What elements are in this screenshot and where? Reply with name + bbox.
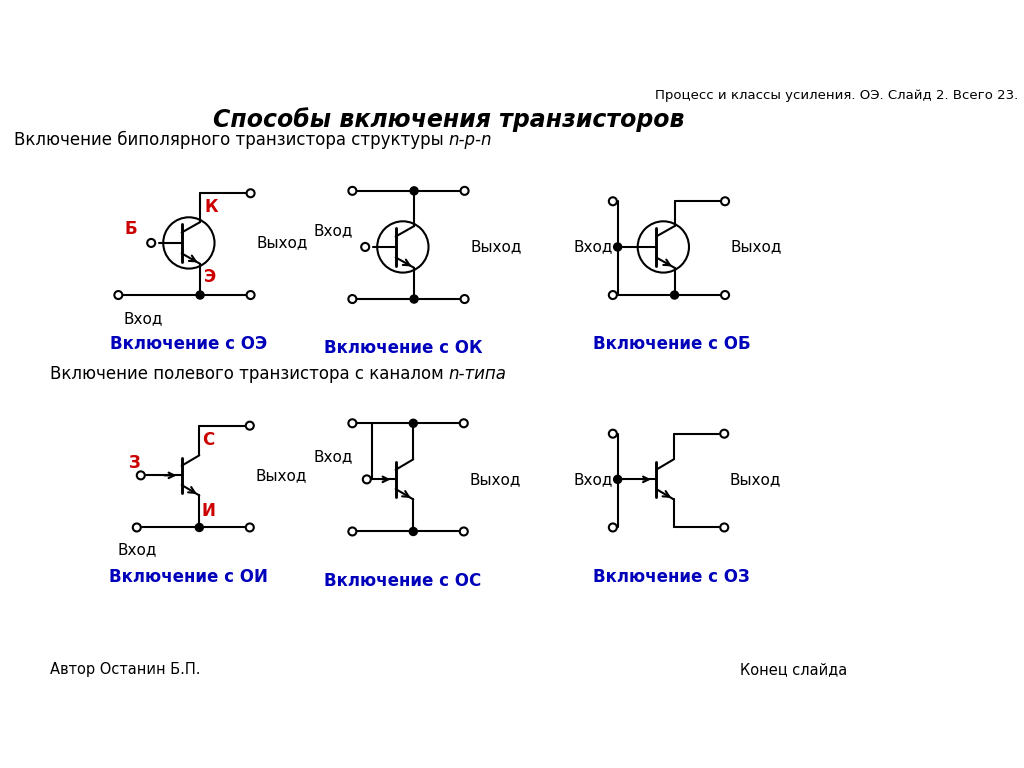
Circle shape <box>133 524 140 531</box>
Text: Процесс и классы усиления. ОЭ. Слайд 2. Всего 23.: Процесс и классы усиления. ОЭ. Слайд 2. … <box>655 89 1019 102</box>
Text: Вход: Вход <box>313 223 352 238</box>
Text: Вход: Вход <box>313 449 352 465</box>
Circle shape <box>721 291 729 299</box>
Circle shape <box>609 291 616 299</box>
Circle shape <box>247 291 255 299</box>
Text: Включение полевого транзистора с каналом: Включение полевого транзистора с каналом <box>49 365 449 382</box>
Circle shape <box>461 187 469 195</box>
Text: Выход: Выход <box>731 240 782 254</box>
Circle shape <box>410 419 418 427</box>
Text: Выход: Выход <box>730 472 781 487</box>
Text: Выход: Выход <box>256 236 307 250</box>
Text: n-типа: n-типа <box>449 365 507 382</box>
Text: Вход: Вход <box>573 472 613 487</box>
Circle shape <box>609 429 616 438</box>
Circle shape <box>460 528 468 535</box>
Circle shape <box>137 472 144 479</box>
Circle shape <box>348 187 356 195</box>
Circle shape <box>609 197 616 205</box>
Circle shape <box>720 429 728 438</box>
Text: Э: Э <box>204 267 216 286</box>
Circle shape <box>461 295 469 303</box>
Text: С: С <box>202 431 214 449</box>
Text: Способы включения транзисторов: Способы включения транзисторов <box>213 107 684 131</box>
Text: Включение с ОЗ: Включение с ОЗ <box>593 568 750 585</box>
Circle shape <box>362 475 371 483</box>
Circle shape <box>348 528 356 535</box>
Text: Автор Останин Б.П.: Автор Останин Б.П. <box>50 662 201 677</box>
Text: Конец слайда: Конец слайда <box>739 662 847 677</box>
Circle shape <box>196 291 204 299</box>
Text: Выход: Выход <box>469 472 521 487</box>
Circle shape <box>348 295 356 303</box>
Circle shape <box>361 243 370 251</box>
Circle shape <box>246 422 254 429</box>
Circle shape <box>720 524 728 531</box>
Circle shape <box>460 419 468 427</box>
Circle shape <box>721 197 729 205</box>
Text: Включение с ОИ: Включение с ОИ <box>110 568 268 585</box>
Text: И: И <box>202 502 216 520</box>
Text: Выход: Выход <box>470 240 521 254</box>
Circle shape <box>246 524 254 531</box>
Circle shape <box>410 187 418 195</box>
Circle shape <box>247 189 255 197</box>
Text: n-p-n: n-p-n <box>449 131 493 149</box>
Text: Включение с ОС: Включение с ОС <box>325 571 481 590</box>
Text: Включение биполярного транзистора структуры: Включение биполярного транзистора структ… <box>13 131 449 149</box>
Circle shape <box>410 528 418 535</box>
Text: Выход: Выход <box>255 468 307 483</box>
Text: К: К <box>204 198 218 216</box>
Text: Б: Б <box>125 220 137 237</box>
Text: З: З <box>129 454 141 472</box>
Circle shape <box>348 419 356 427</box>
Circle shape <box>613 243 622 251</box>
Circle shape <box>613 475 622 483</box>
Circle shape <box>410 295 418 303</box>
Circle shape <box>147 239 156 247</box>
Circle shape <box>196 524 204 531</box>
Text: Вход: Вход <box>573 240 613 254</box>
Text: Включение с ОЭ: Включение с ОЭ <box>111 335 267 353</box>
Circle shape <box>115 291 122 299</box>
Text: Включение с ОК: Включение с ОК <box>324 339 482 357</box>
Text: Вход: Вход <box>118 542 157 557</box>
Text: Вход: Вход <box>123 311 163 326</box>
Circle shape <box>609 524 616 531</box>
Text: Включение с ОБ: Включение с ОБ <box>593 335 751 353</box>
Circle shape <box>671 291 679 299</box>
